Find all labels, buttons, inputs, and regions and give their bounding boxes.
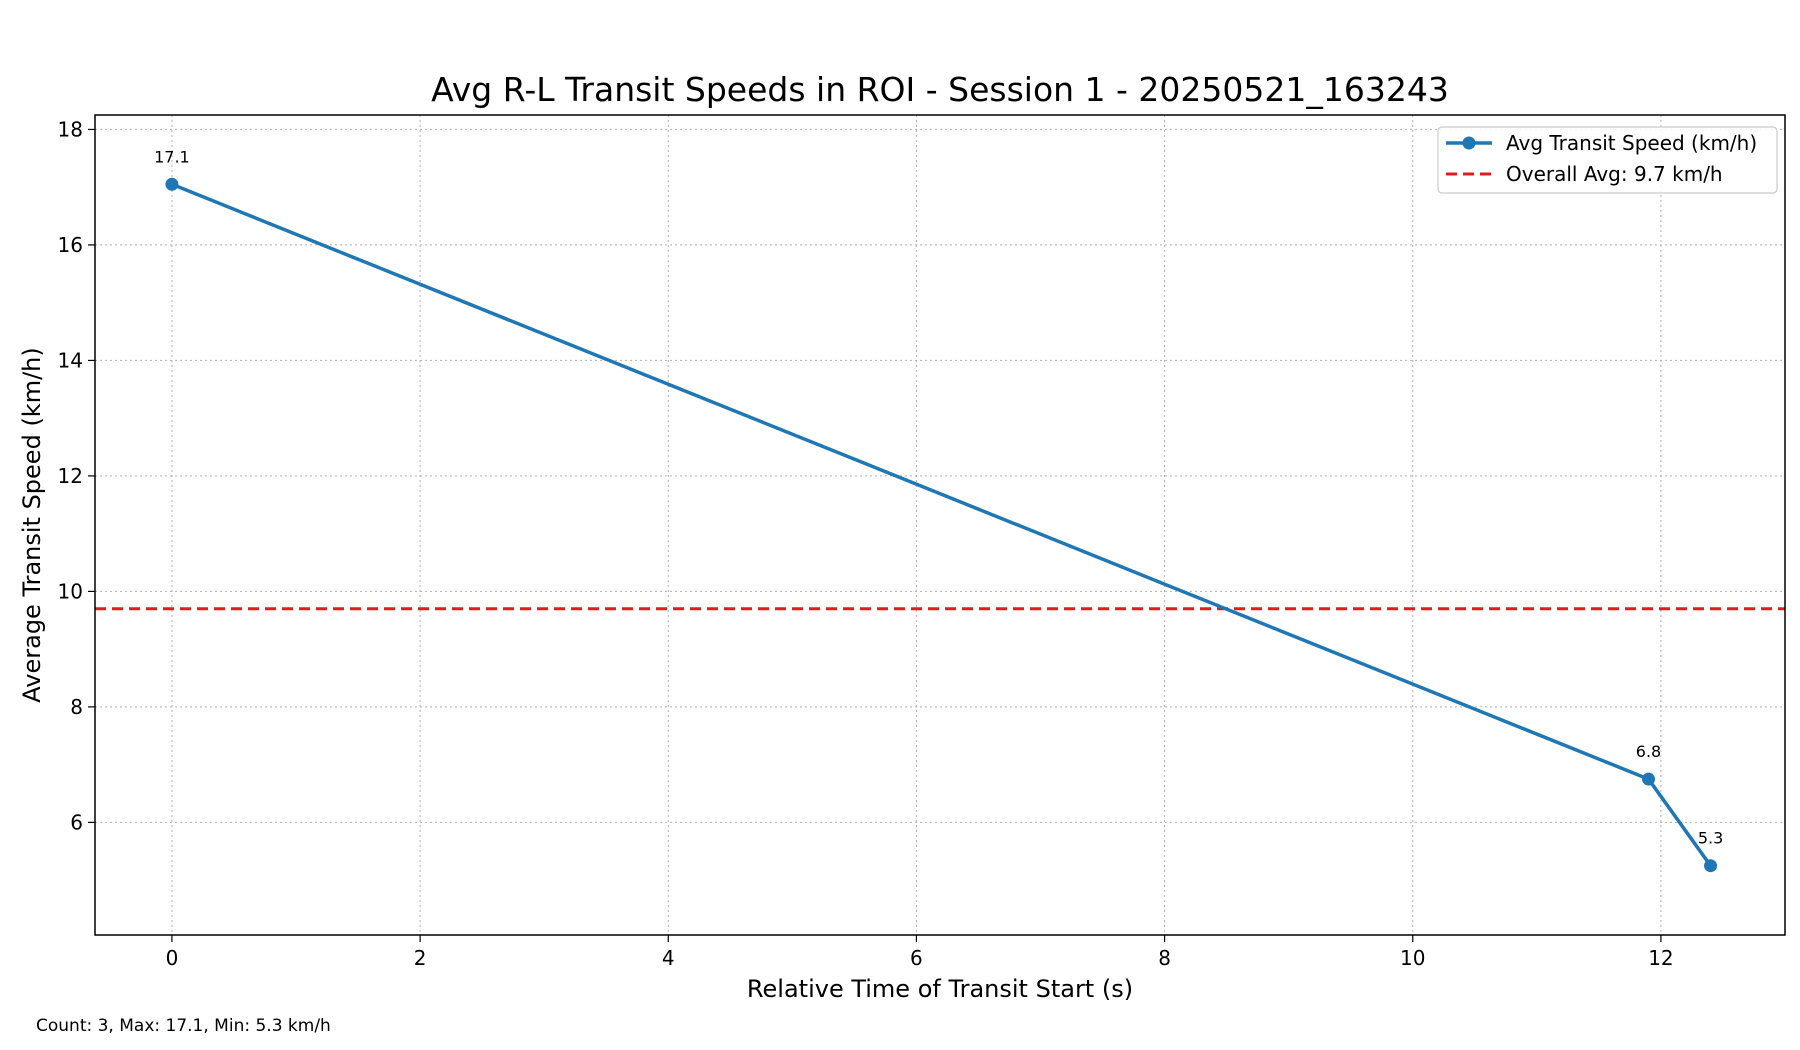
legend: Avg Transit Speed (km/h) Overall Avg: 9.… <box>1437 126 1778 194</box>
x-tick-label: 6 <box>910 946 923 970</box>
x-axis-ticks: 0 2 4 6 8 10 12 <box>166 935 1674 970</box>
y-tick-label: 16 <box>58 233 83 257</box>
data-label: 5.3 <box>1698 829 1723 848</box>
grid <box>95 115 1785 935</box>
footer-stats: Count: 3, Max: 17.1, Min: 5.3 km/h <box>36 1016 331 1036</box>
chart-title: Avg R-L Transit Speeds in ROI - Session … <box>431 70 1449 109</box>
legend-reference-label: Overall Avg: 9.7 km/h <box>1506 162 1723 186</box>
x-tick-label: 8 <box>1158 946 1171 970</box>
y-tick-label: 6 <box>70 810 83 834</box>
y-axis-label: Average Transit Speed (km/h) <box>18 347 46 702</box>
series-layer: 17.1 6.8 5.3 <box>154 147 1723 873</box>
y-tick-label: 12 <box>58 464 83 488</box>
data-point <box>165 177 179 191</box>
series-line <box>171 182 1712 867</box>
y-tick-label: 8 <box>70 695 83 719</box>
legend-series-label: Avg Transit Speed (km/h) <box>1506 131 1757 155</box>
y-axis-ticks: 6 8 10 12 14 16 18 <box>58 117 95 834</box>
data-label: 17.1 <box>154 147 190 166</box>
x-tick-label: 0 <box>166 946 179 970</box>
plot-frame <box>94 114 1786 936</box>
y-tick-label: 14 <box>58 348 83 372</box>
data-label: 6.8 <box>1636 742 1661 761</box>
x-tick-label: 10 <box>1400 946 1425 970</box>
x-tick-label: 4 <box>662 946 675 970</box>
data-point <box>1704 859 1718 873</box>
y-tick-label: 18 <box>58 117 83 141</box>
data-point <box>1642 772 1656 786</box>
legend-box <box>1437 126 1778 194</box>
x-tick-label: 2 <box>414 946 427 970</box>
legend-marker-swatch <box>1462 136 1476 150</box>
x-axis-label: Relative Time of Transit Start (s) <box>747 975 1133 1003</box>
y-tick-label: 10 <box>58 579 83 603</box>
x-tick-label: 12 <box>1648 946 1673 970</box>
